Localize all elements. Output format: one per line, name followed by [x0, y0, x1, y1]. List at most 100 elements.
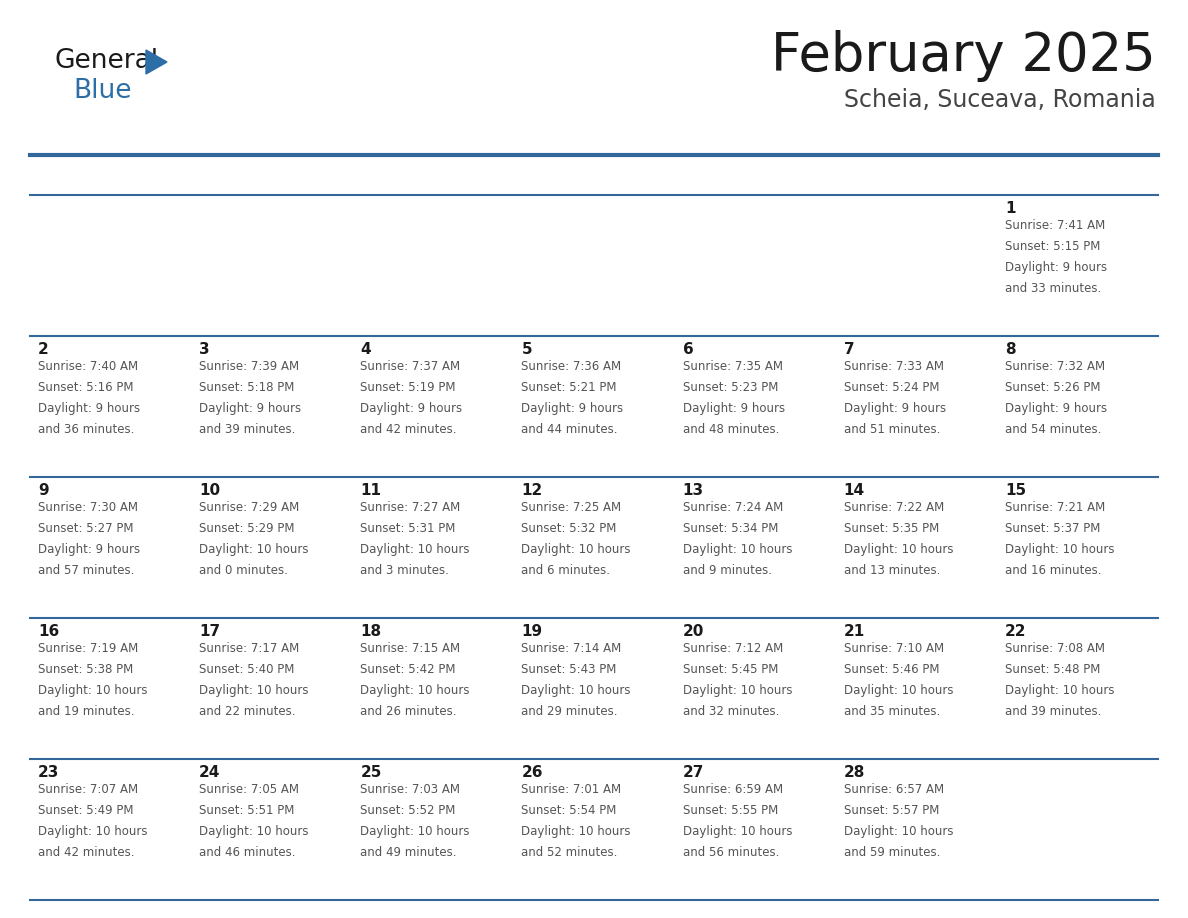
Text: and 39 minutes.: and 39 minutes.: [200, 423, 296, 436]
Text: Daylight: 10 hours: Daylight: 10 hours: [360, 543, 469, 556]
Text: and 59 minutes.: and 59 minutes.: [843, 846, 940, 859]
Text: and 56 minutes.: and 56 minutes.: [683, 846, 779, 859]
Text: 17: 17: [200, 624, 220, 639]
Text: and 42 minutes.: and 42 minutes.: [38, 846, 134, 859]
Text: 14: 14: [843, 483, 865, 498]
Text: Sunrise: 7:17 AM: Sunrise: 7:17 AM: [200, 642, 299, 655]
Text: and 52 minutes.: and 52 minutes.: [522, 846, 618, 859]
Text: Sunrise: 7:35 AM: Sunrise: 7:35 AM: [683, 360, 783, 373]
Text: Daylight: 10 hours: Daylight: 10 hours: [683, 543, 792, 556]
Text: Tuesday: Tuesday: [362, 166, 444, 184]
Text: Daylight: 9 hours: Daylight: 9 hours: [38, 543, 140, 556]
Text: 13: 13: [683, 483, 703, 498]
Text: Sunrise: 7:21 AM: Sunrise: 7:21 AM: [1005, 501, 1105, 514]
Text: Sunset: 5:49 PM: Sunset: 5:49 PM: [38, 804, 133, 817]
Text: 1: 1: [1005, 201, 1016, 216]
Text: Sunrise: 7:19 AM: Sunrise: 7:19 AM: [38, 642, 138, 655]
Text: Daylight: 10 hours: Daylight: 10 hours: [683, 825, 792, 838]
Text: Daylight: 9 hours: Daylight: 9 hours: [38, 402, 140, 415]
Text: Thursday: Thursday: [684, 166, 778, 184]
Text: and 3 minutes.: and 3 minutes.: [360, 564, 449, 577]
Text: and 48 minutes.: and 48 minutes.: [683, 423, 779, 436]
Text: Daylight: 10 hours: Daylight: 10 hours: [360, 825, 469, 838]
Text: Scheia, Suceava, Romania: Scheia, Suceava, Romania: [845, 88, 1156, 112]
Text: and 46 minutes.: and 46 minutes.: [200, 846, 296, 859]
Text: Daylight: 10 hours: Daylight: 10 hours: [38, 825, 147, 838]
Text: General: General: [55, 48, 159, 74]
Text: 27: 27: [683, 765, 704, 780]
Text: 9: 9: [38, 483, 49, 498]
Text: Sunrise: 7:10 AM: Sunrise: 7:10 AM: [843, 642, 943, 655]
Text: Sunrise: 6:59 AM: Sunrise: 6:59 AM: [683, 783, 783, 796]
Text: Sunset: 5:29 PM: Sunset: 5:29 PM: [200, 522, 295, 535]
Text: Sunset: 5:21 PM: Sunset: 5:21 PM: [522, 381, 617, 394]
Text: 5: 5: [522, 342, 532, 357]
Text: Daylight: 9 hours: Daylight: 9 hours: [200, 402, 302, 415]
Text: Sunrise: 7:33 AM: Sunrise: 7:33 AM: [843, 360, 943, 373]
Text: Daylight: 9 hours: Daylight: 9 hours: [360, 402, 462, 415]
Text: Sunset: 5:34 PM: Sunset: 5:34 PM: [683, 522, 778, 535]
Text: Sunset: 5:48 PM: Sunset: 5:48 PM: [1005, 663, 1100, 676]
Text: 23: 23: [38, 765, 59, 780]
Text: Wednesday: Wednesday: [524, 166, 639, 184]
Text: 2: 2: [38, 342, 49, 357]
Text: Sunset: 5:54 PM: Sunset: 5:54 PM: [522, 804, 617, 817]
Text: 10: 10: [200, 483, 220, 498]
Text: Sunday: Sunday: [40, 166, 114, 184]
Text: and 29 minutes.: and 29 minutes.: [522, 705, 618, 718]
Text: and 39 minutes.: and 39 minutes.: [1005, 705, 1101, 718]
Text: 3: 3: [200, 342, 210, 357]
Text: Sunset: 5:46 PM: Sunset: 5:46 PM: [843, 663, 940, 676]
Text: Sunrise: 7:27 AM: Sunrise: 7:27 AM: [360, 501, 461, 514]
Text: Daylight: 10 hours: Daylight: 10 hours: [522, 684, 631, 697]
Text: Daylight: 10 hours: Daylight: 10 hours: [1005, 684, 1114, 697]
Text: Sunset: 5:45 PM: Sunset: 5:45 PM: [683, 663, 778, 676]
Text: February 2025: February 2025: [771, 30, 1156, 82]
Text: and 36 minutes.: and 36 minutes.: [38, 423, 134, 436]
Text: 11: 11: [360, 483, 381, 498]
Text: Sunset: 5:23 PM: Sunset: 5:23 PM: [683, 381, 778, 394]
Text: 7: 7: [843, 342, 854, 357]
Text: 25: 25: [360, 765, 381, 780]
Text: and 13 minutes.: and 13 minutes.: [843, 564, 940, 577]
Text: Sunrise: 7:36 AM: Sunrise: 7:36 AM: [522, 360, 621, 373]
Text: Sunrise: 6:57 AM: Sunrise: 6:57 AM: [843, 783, 943, 796]
Text: Sunrise: 7:25 AM: Sunrise: 7:25 AM: [522, 501, 621, 514]
Text: Daylight: 10 hours: Daylight: 10 hours: [360, 684, 469, 697]
Text: Sunset: 5:51 PM: Sunset: 5:51 PM: [200, 804, 295, 817]
Text: Sunset: 5:24 PM: Sunset: 5:24 PM: [843, 381, 940, 394]
Text: and 6 minutes.: and 6 minutes.: [522, 564, 611, 577]
Text: Blue: Blue: [72, 78, 132, 104]
Text: Sunrise: 7:22 AM: Sunrise: 7:22 AM: [843, 501, 944, 514]
Text: Daylight: 10 hours: Daylight: 10 hours: [843, 543, 953, 556]
Text: Sunset: 5:18 PM: Sunset: 5:18 PM: [200, 381, 295, 394]
Text: 6: 6: [683, 342, 694, 357]
Text: Sunset: 5:32 PM: Sunset: 5:32 PM: [522, 522, 617, 535]
Text: Sunset: 5:15 PM: Sunset: 5:15 PM: [1005, 240, 1100, 253]
Text: Daylight: 9 hours: Daylight: 9 hours: [1005, 402, 1107, 415]
Text: Daylight: 10 hours: Daylight: 10 hours: [200, 543, 309, 556]
Text: 16: 16: [38, 624, 59, 639]
Text: Friday: Friday: [846, 166, 908, 184]
Text: Daylight: 10 hours: Daylight: 10 hours: [683, 684, 792, 697]
Text: Sunset: 5:27 PM: Sunset: 5:27 PM: [38, 522, 133, 535]
Text: Sunrise: 7:14 AM: Sunrise: 7:14 AM: [522, 642, 621, 655]
Text: Sunrise: 7:08 AM: Sunrise: 7:08 AM: [1005, 642, 1105, 655]
Text: and 51 minutes.: and 51 minutes.: [843, 423, 940, 436]
Text: Daylight: 10 hours: Daylight: 10 hours: [1005, 543, 1114, 556]
Text: Sunset: 5:19 PM: Sunset: 5:19 PM: [360, 381, 456, 394]
Text: Daylight: 10 hours: Daylight: 10 hours: [200, 825, 309, 838]
Text: Sunrise: 7:15 AM: Sunrise: 7:15 AM: [360, 642, 461, 655]
Text: Daylight: 9 hours: Daylight: 9 hours: [843, 402, 946, 415]
Text: Daylight: 10 hours: Daylight: 10 hours: [843, 684, 953, 697]
Text: Sunset: 5:43 PM: Sunset: 5:43 PM: [522, 663, 617, 676]
Text: and 44 minutes.: and 44 minutes.: [522, 423, 618, 436]
Text: Daylight: 10 hours: Daylight: 10 hours: [200, 684, 309, 697]
Text: Sunset: 5:52 PM: Sunset: 5:52 PM: [360, 804, 456, 817]
Text: Sunrise: 7:41 AM: Sunrise: 7:41 AM: [1005, 219, 1105, 232]
Text: Sunrise: 7:05 AM: Sunrise: 7:05 AM: [200, 783, 299, 796]
Text: Sunset: 5:42 PM: Sunset: 5:42 PM: [360, 663, 456, 676]
Text: and 26 minutes.: and 26 minutes.: [360, 705, 456, 718]
Text: and 49 minutes.: and 49 minutes.: [360, 846, 456, 859]
Text: Sunrise: 7:03 AM: Sunrise: 7:03 AM: [360, 783, 460, 796]
